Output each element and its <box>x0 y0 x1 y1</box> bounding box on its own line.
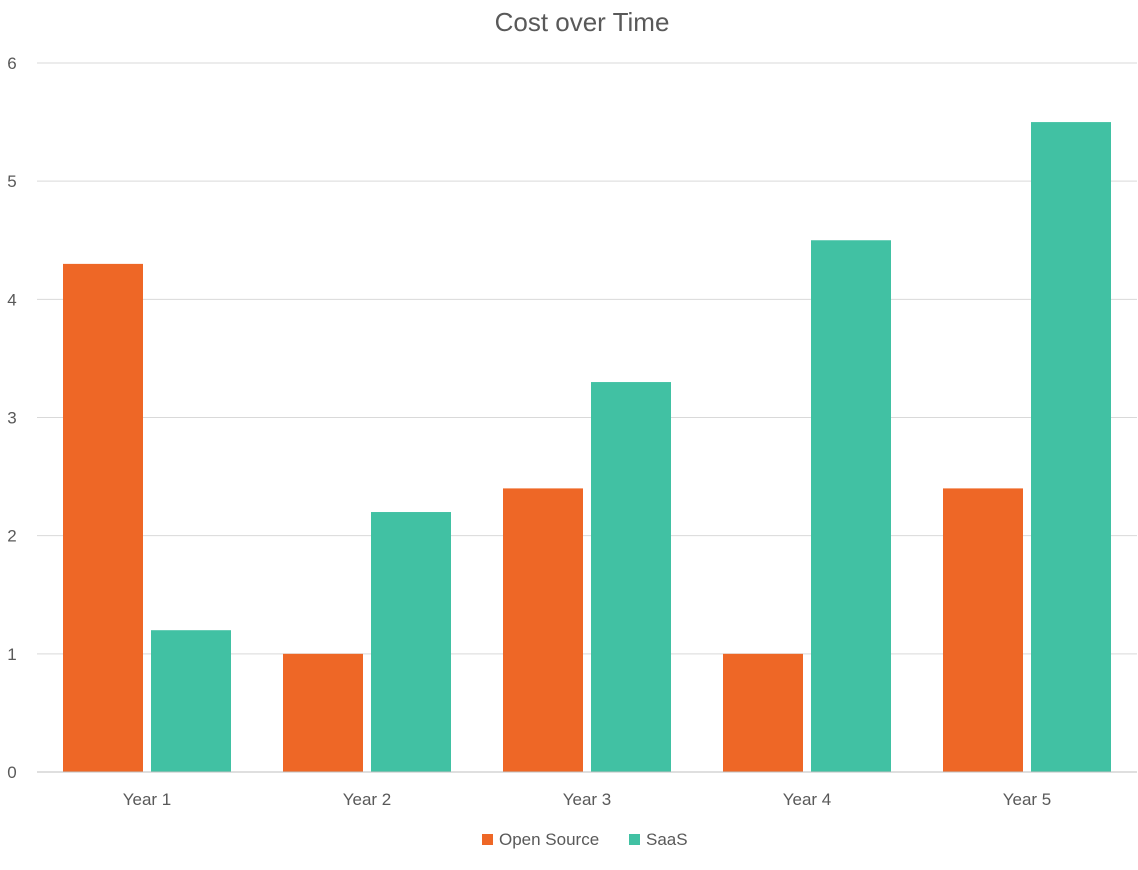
chart-title: Cost over Time <box>495 7 670 37</box>
bar-open-source-year-3 <box>503 488 583 772</box>
y-tick-label: 6 <box>7 54 16 73</box>
legend-swatch-saas <box>629 834 640 845</box>
bars <box>63 122 1111 773</box>
x-tick-label: Year 4 <box>783 790 832 809</box>
bar-open-source-year-2 <box>283 653 363 772</box>
x-tick-label: Year 2 <box>343 790 392 809</box>
x-tick-label: Year 5 <box>1003 790 1052 809</box>
y-tick-label: 1 <box>7 645 16 664</box>
x-axis-tick-labels: Year 1 Year 2 Year 3 Year 4 Year 5 <box>123 790 1052 809</box>
bar-saas-year-4 <box>811 240 891 772</box>
x-tick-label: Year 3 <box>563 790 612 809</box>
y-tick-label: 0 <box>7 763 16 782</box>
bar-open-source-year-1 <box>63 263 143 772</box>
bar-saas-year-1 <box>151 630 231 772</box>
bar-open-source-year-4 <box>723 653 803 772</box>
legend-swatch-open-source <box>482 834 493 845</box>
y-tick-label: 5 <box>7 172 16 191</box>
y-tick-label: 3 <box>7 409 16 428</box>
bar-saas-year-3 <box>591 382 671 772</box>
bar-saas-year-5 <box>1031 122 1111 773</box>
x-tick-label: Year 1 <box>123 790 172 809</box>
legend: Open Source SaaS <box>482 830 688 849</box>
y-axis-tick-labels: 0 1 2 3 4 5 6 <box>7 54 16 782</box>
legend-label-saas: SaaS <box>646 830 688 849</box>
legend-label-open-source: Open Source <box>499 830 599 849</box>
y-tick-label: 4 <box>7 290 16 309</box>
bar-open-source-year-5 <box>943 488 1023 772</box>
y-tick-label: 2 <box>7 527 16 546</box>
bar-saas-year-2 <box>371 512 451 772</box>
